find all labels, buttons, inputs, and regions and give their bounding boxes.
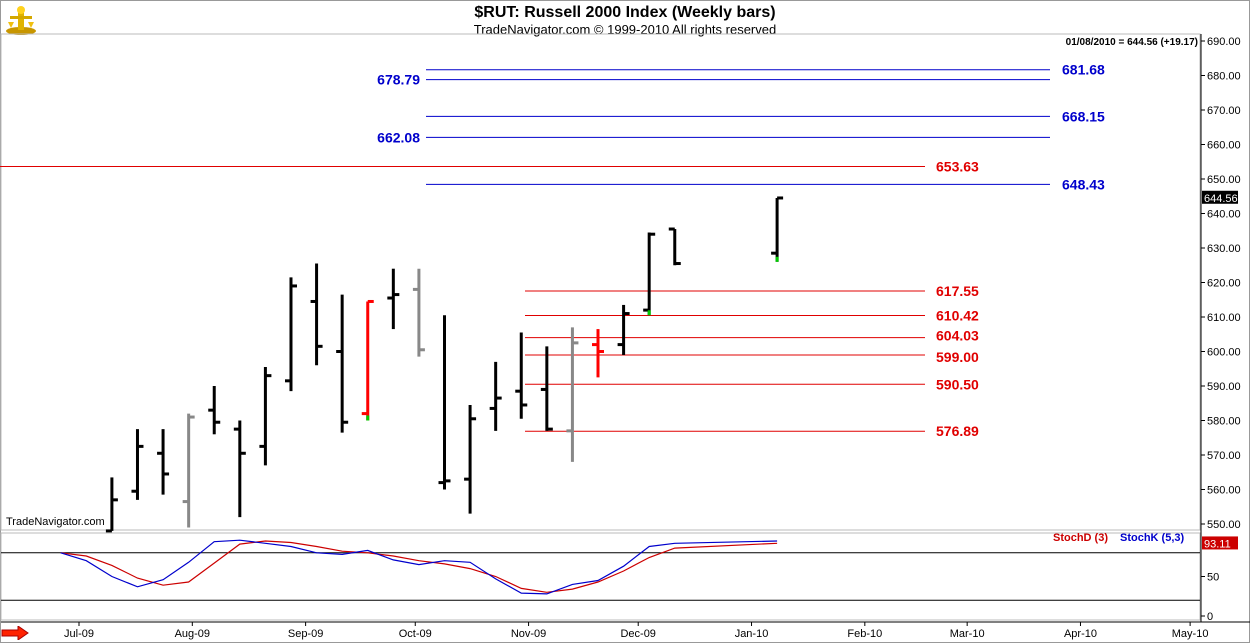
level-label: 610.42 xyxy=(936,308,979,324)
level-label: 617.55 xyxy=(936,283,979,299)
stoch-k-legend: StochK (5,3) xyxy=(1120,532,1185,544)
x-tick-label: Oct-09 xyxy=(399,628,432,640)
stoch-last-label: 93.11 xyxy=(1204,538,1231,550)
y-tick-label: 660.00 xyxy=(1207,140,1241,152)
y-tick-label: 550.00 xyxy=(1207,519,1241,531)
y-tick-label: 640.00 xyxy=(1207,209,1241,221)
last-price-label: 644.56 xyxy=(1204,193,1238,205)
stoch-y-tick-label: 0 xyxy=(1207,611,1213,623)
level-label: 662.08 xyxy=(377,129,420,145)
y-tick-label: 650.00 xyxy=(1207,174,1241,186)
x-tick-label: Jul-09 xyxy=(64,628,94,640)
y-tick-label: 680.00 xyxy=(1207,71,1241,83)
level-label: 681.68 xyxy=(1062,62,1105,78)
y-tick-label: 570.00 xyxy=(1207,450,1241,462)
stoch-series-line xyxy=(60,539,778,595)
level-label: 668.15 xyxy=(1062,108,1105,124)
stoch-d-legend: StochD (3) xyxy=(1053,532,1108,544)
last-price-box xyxy=(1202,190,1238,204)
y-tick-label: 610.00 xyxy=(1207,312,1241,324)
price-panel-frame xyxy=(0,33,1201,531)
x-tick-label: Apr-10 xyxy=(1064,628,1097,640)
level-label: 576.89 xyxy=(936,423,979,439)
y-tick-label: 580.00 xyxy=(1207,416,1241,428)
stoch-y-tick-label: 50 xyxy=(1207,572,1219,584)
y-tick-label: 690.00 xyxy=(1207,36,1241,48)
watermark: TradeNavigator.com xyxy=(6,516,105,528)
stoch-series-line xyxy=(60,540,778,593)
x-tick-label: Sep-09 xyxy=(288,628,323,640)
x-tick-label: Feb-10 xyxy=(847,628,882,640)
x-tick-label: Nov-09 xyxy=(511,628,546,640)
chart-subtitle: TradeNavigator.com © 1999-2010 All right… xyxy=(473,22,777,37)
y-tick-label: 600.00 xyxy=(1207,347,1241,359)
last-price-info: 01/08/2010 = 644.56 (+19.17) xyxy=(1065,37,1198,48)
stoch-last-box xyxy=(1202,536,1238,550)
y-tick-label: 670.00 xyxy=(1207,105,1241,117)
right-arrow-icon[interactable] xyxy=(0,626,30,640)
level-label: 599.00 xyxy=(936,349,979,365)
y-tick-label: 560.00 xyxy=(1207,485,1241,497)
y-tick-label: 630.00 xyxy=(1207,243,1241,255)
stoch-panel-frame xyxy=(0,532,1201,621)
x-tick-label: Dec-09 xyxy=(620,628,655,640)
level-label: 653.63 xyxy=(936,158,979,174)
y-tick-label: 620.00 xyxy=(1207,278,1241,290)
x-tick-label: Aug-09 xyxy=(175,628,210,640)
x-tick-label: May-10 xyxy=(1172,628,1209,640)
level-label: 678.79 xyxy=(377,72,420,88)
x-tick-label: Mar-10 xyxy=(950,628,985,640)
chart-title: $RUT: Russell 2000 Index (Weekly bars) xyxy=(474,4,776,21)
x-tick-label: Jan-10 xyxy=(735,628,769,640)
level-label: 604.03 xyxy=(936,328,979,344)
y-tick-label: 590.00 xyxy=(1207,381,1241,393)
level-label: 590.50 xyxy=(936,376,979,392)
level-label: 648.43 xyxy=(1062,176,1105,192)
trade-navigator-logo-icon xyxy=(6,6,36,35)
